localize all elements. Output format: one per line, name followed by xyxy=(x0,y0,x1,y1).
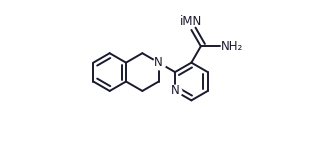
Text: N: N xyxy=(154,56,163,69)
Text: iMN: iMN xyxy=(180,15,202,28)
Text: NH₂: NH₂ xyxy=(220,40,243,53)
Text: N: N xyxy=(171,84,179,97)
